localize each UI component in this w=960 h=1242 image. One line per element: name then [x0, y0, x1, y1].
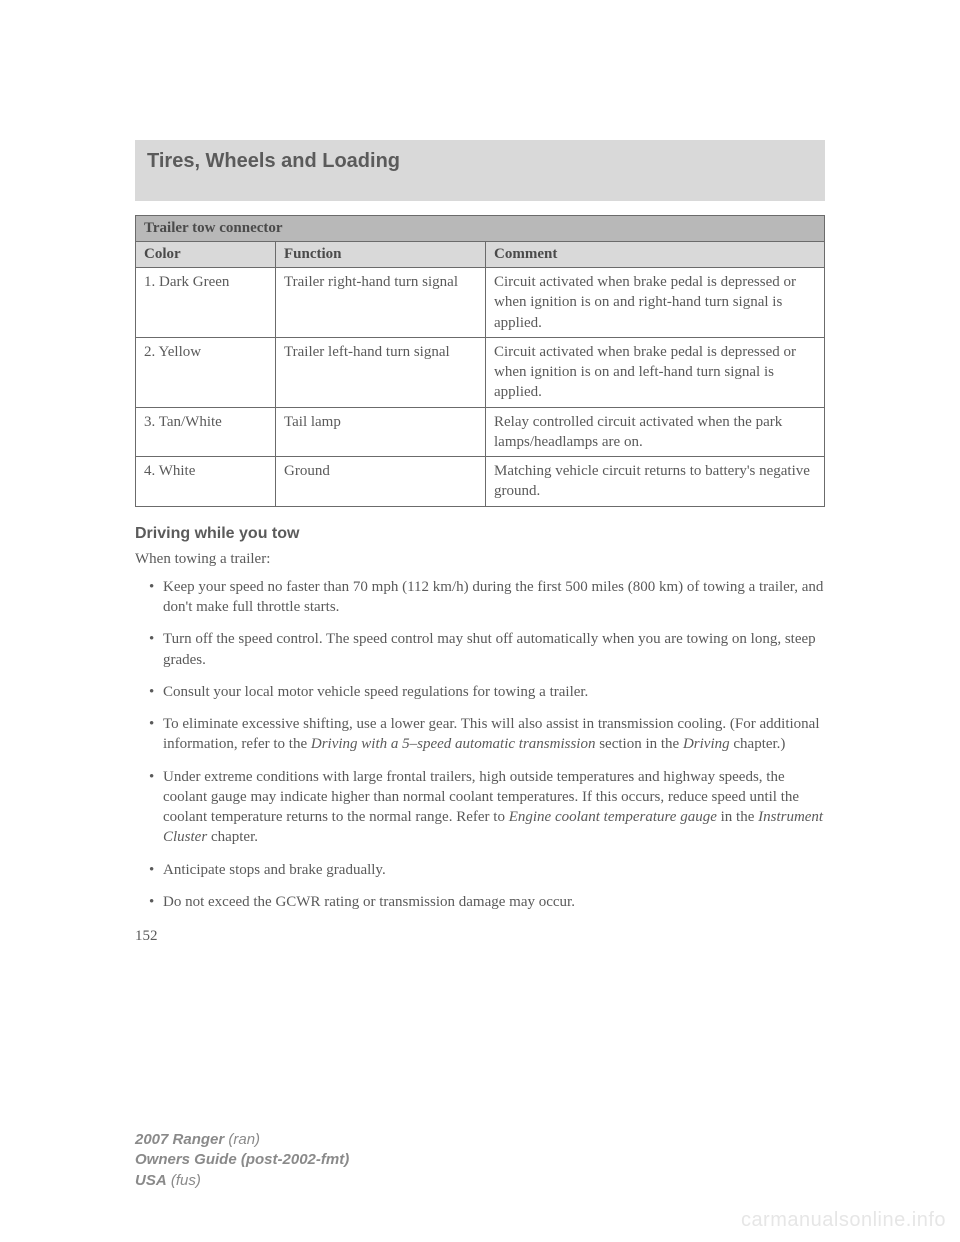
li-italic: Driving: [683, 736, 730, 752]
footer-bold: 2007 Ranger: [135, 1131, 224, 1148]
cell-comment: Circuit activated when brake pedal is de…: [486, 268, 825, 338]
list-item: Consult your local motor vehicle speed r…: [149, 682, 825, 702]
li-text: section in the: [595, 736, 682, 752]
footer-line: 2007 Ranger (ran): [135, 1130, 349, 1150]
list-item: Anticipate stops and brake gradually.: [149, 860, 825, 880]
table-row: 3. Tan/White Tail lamp Relay controlled …: [136, 407, 825, 457]
cell-comment: Relay controlled circuit activated when …: [486, 407, 825, 457]
li-text: Consult your local motor vehicle speed r…: [163, 684, 588, 700]
cell-color: 2. Yellow: [136, 337, 276, 407]
list-item: Do not exceed the GCWR rating or transmi…: [149, 892, 825, 912]
list-item: Under extreme conditions with large fron…: [149, 767, 825, 848]
table-row: 2. Yellow Trailer left-hand turn signal …: [136, 337, 825, 407]
li-text: Do not exceed the GCWR rating or transmi…: [163, 894, 575, 910]
cell-comment: Matching vehicle circuit returns to batt…: [486, 457, 825, 507]
page: Tires, Wheels and Loading Trailer tow co…: [0, 0, 960, 1242]
li-italic: Driving with a 5–speed automatic transmi…: [311, 736, 596, 752]
cell-comment: Circuit activated when brake pedal is de…: [486, 337, 825, 407]
li-text: Anticipate stops and brake gradually.: [163, 862, 386, 878]
list-item: Keep your speed no faster than 70 mph (1…: [149, 577, 825, 618]
footer-rest: (fus): [167, 1172, 201, 1189]
footer-bold: Owners Guide (post-2002-fmt): [135, 1151, 349, 1168]
table-col-comment: Comment: [486, 242, 825, 268]
page-number: 152: [135, 928, 825, 945]
table-row: 1. Dark Green Trailer right-hand turn si…: [136, 268, 825, 338]
cell-color: 4. White: [136, 457, 276, 507]
intro-text: When towing a trailer:: [135, 549, 825, 569]
cell-function: Ground: [276, 457, 486, 507]
list-item: Turn off the speed control. The speed co…: [149, 629, 825, 670]
li-text: chapter.: [207, 829, 258, 845]
list-item: To eliminate excessive shifting, use a l…: [149, 714, 825, 755]
li-text: Keep your speed no faster than 70 mph (1…: [163, 579, 823, 615]
cell-color: 1. Dark Green: [136, 268, 276, 338]
watermark: carmanualsonline.info: [741, 1209, 946, 1232]
footer-line: Owners Guide (post-2002-fmt): [135, 1150, 349, 1170]
li-italic: Engine coolant temperature gauge: [509, 809, 717, 825]
trailer-tow-table: Trailer tow connector Color Function Com…: [135, 215, 825, 507]
table-col-function: Function: [276, 242, 486, 268]
bullet-list: Keep your speed no faster than 70 mph (1…: [149, 577, 825, 912]
li-text: in the: [717, 809, 758, 825]
subsection-heading: Driving while you tow: [135, 525, 825, 543]
footer-line: USA (fus): [135, 1171, 349, 1191]
cell-function: Trailer right-hand turn signal: [276, 268, 486, 338]
cell-color: 3. Tan/White: [136, 407, 276, 457]
cell-function: Tail lamp: [276, 407, 486, 457]
table-title: Trailer tow connector: [136, 216, 825, 242]
table-row: 4. White Ground Matching vehicle circuit…: [136, 457, 825, 507]
footer: 2007 Ranger (ran) Owners Guide (post-200…: [135, 1130, 349, 1191]
section-header-bar: Tires, Wheels and Loading: [135, 140, 825, 201]
content-area: Tires, Wheels and Loading Trailer tow co…: [135, 140, 825, 945]
section-header-title: Tires, Wheels and Loading: [147, 150, 813, 173]
table-col-color: Color: [136, 242, 276, 268]
li-text: chapter.): [730, 736, 786, 752]
cell-function: Trailer left-hand turn signal: [276, 337, 486, 407]
footer-bold: USA: [135, 1172, 167, 1189]
li-text: Turn off the speed control. The speed co…: [163, 631, 816, 667]
footer-rest: (ran): [224, 1131, 260, 1148]
